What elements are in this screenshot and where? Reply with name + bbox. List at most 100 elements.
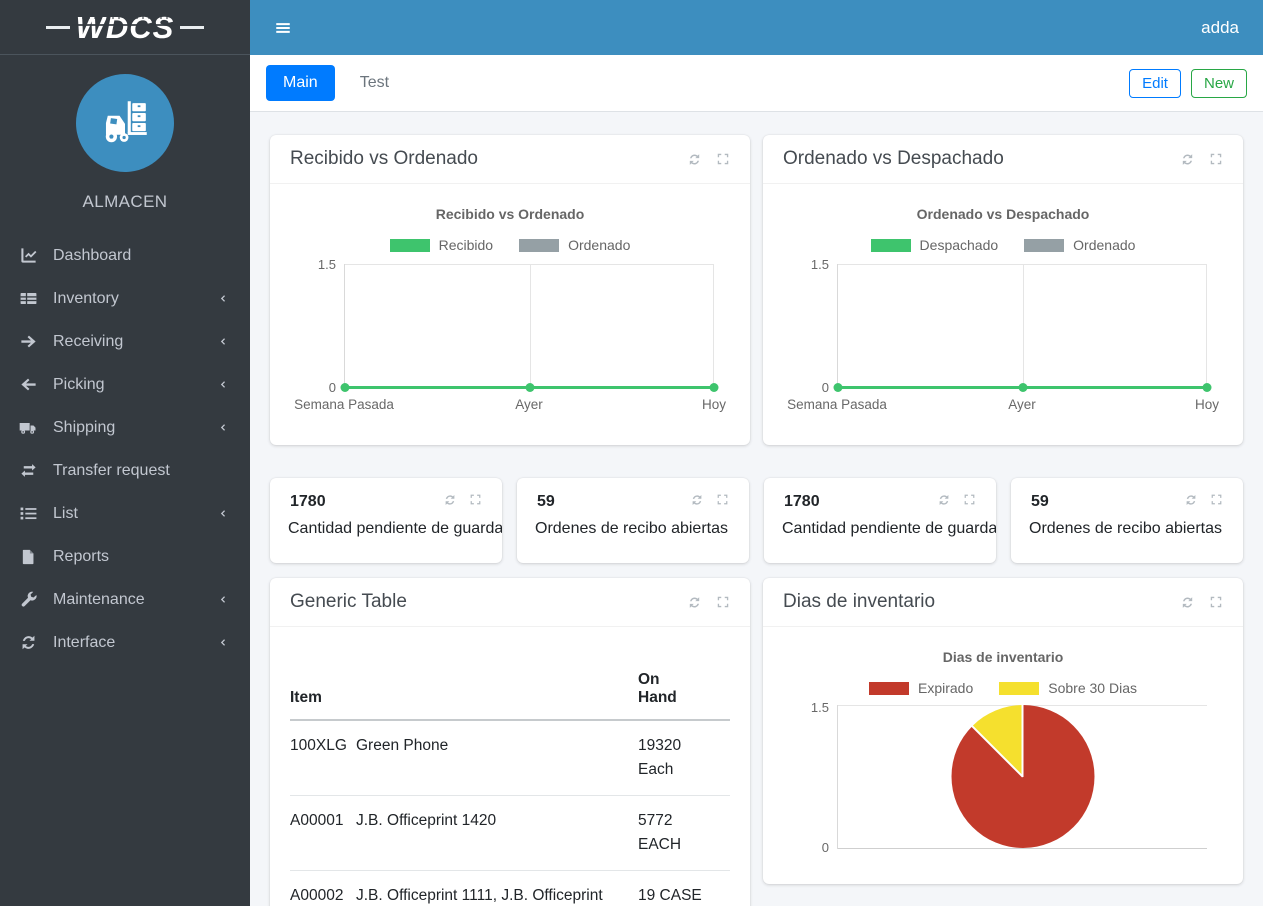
- expand-button[interactable]: [716, 152, 730, 167]
- pie-slice-divider: [971, 725, 1024, 778]
- panel-ordenado-vs-despachado: Ordenado vs Despachado Ordenado vs Despa…: [763, 135, 1243, 445]
- sidebar-item-label: Receiving: [53, 332, 124, 350]
- y-axis-tick: 1.5: [810, 257, 829, 272]
- stat-card-pending-2: 1780 Cantidad pendiente de guardar: [764, 478, 996, 563]
- stat-card-open-orders-1: 59 Ordenes de recibo abiertas: [517, 478, 749, 563]
- profile-name: ALMACEN: [82, 192, 168, 211]
- sidebar-item-receiving[interactable]: Receiving: [8, 320, 242, 363]
- panel-dias-de-inventario: Dias de inventario Dias de inventario Ex…: [763, 578, 1243, 884]
- refresh-button[interactable]: [1184, 493, 1198, 507]
- refresh-button[interactable]: [937, 493, 951, 507]
- truck-icon: [16, 418, 40, 438]
- expand-button[interactable]: [716, 595, 730, 610]
- refresh-button[interactable]: [687, 152, 702, 167]
- sidebar-item-dashboard[interactable]: Dashboard: [8, 234, 242, 277]
- expand-button[interactable]: [963, 493, 976, 507]
- tab-bar: Main Test Edit New: [250, 55, 1263, 112]
- refresh-button[interactable]: [443, 493, 457, 507]
- table-row: A00001 J.B. Officeprint 1420 5772 EACH: [290, 795, 730, 872]
- sidebar-item-label: Dashboard: [53, 246, 132, 264]
- expand-button[interactable]: [716, 493, 729, 507]
- stat-label: Cantidad pendiente de guardar: [288, 520, 502, 537]
- legend-label: Ordenado: [1073, 237, 1136, 253]
- pie-chart: [951, 705, 1094, 848]
- chart-line-icon: [16, 246, 40, 265]
- user-menu[interactable]: adda: [1201, 17, 1239, 37]
- panel-title: Dias de inventario: [783, 591, 936, 612]
- data-point: [1202, 383, 1212, 392]
- sidebar-item-interface[interactable]: Interface: [8, 621, 242, 664]
- panel-tools: [1180, 152, 1223, 167]
- panel-header: Ordenado vs Despachado: [763, 135, 1243, 184]
- legend-label: Despachado: [919, 237, 999, 253]
- brand[interactable]: WDCS: [0, 0, 250, 55]
- stat-card-pending-1: 1780 Cantidad pendiente de guardar: [270, 478, 502, 563]
- chevron-left-icon: [217, 379, 228, 390]
- stat-label: Cantidad pendiente de guardar: [782, 520, 996, 537]
- column-header-description: [356, 641, 638, 721]
- y-axis-tick: 0: [821, 840, 829, 855]
- stat-header: 1780: [270, 478, 502, 511]
- sidebar-item-list[interactable]: List: [8, 492, 242, 535]
- sidebar-item-transfer-request[interactable]: Transfer request: [8, 449, 242, 492]
- expand-button[interactable]: [1210, 493, 1223, 507]
- x-axis-labels: Semana Pasada Ayer Hoy: [787, 397, 1219, 414]
- panel-header: Generic Table: [270, 578, 750, 627]
- tab-test[interactable]: Test: [343, 65, 406, 101]
- stat-header: 1780: [764, 478, 996, 511]
- panel-title: Ordenado vs Despachado: [783, 148, 1004, 169]
- panel-tools: [1184, 493, 1223, 507]
- chart-title: Dias de inventario: [942, 649, 1064, 665]
- gridline: [1022, 264, 1024, 388]
- chevron-left-icon: [217, 594, 228, 605]
- edit-button[interactable]: Edit: [1129, 68, 1181, 98]
- refresh-button[interactable]: [1180, 152, 1195, 167]
- menu-toggle-button[interactable]: [274, 19, 292, 37]
- sidebar-menu: Dashboard Inventory Receiving: [0, 226, 250, 664]
- legend-swatch: [1024, 238, 1065, 252]
- item-on-hand: 19 CASE: [638, 870, 730, 906]
- stat-value: 1780: [290, 493, 326, 510]
- legend-swatch: [519, 238, 560, 252]
- refresh-icon: [1182, 153, 1193, 165]
- refresh-button[interactable]: [687, 595, 702, 610]
- expand-icon: [964, 494, 975, 505]
- data-point: [833, 383, 843, 392]
- legend-swatch: [389, 238, 430, 252]
- refresh-button[interactable]: [690, 493, 704, 507]
- sidebar-item-label: Interface: [53, 633, 116, 651]
- stat-card-open-orders-2: 59 Ordenes de recibo abiertas: [1011, 478, 1243, 563]
- x-axis-tick: Ayer: [515, 397, 543, 412]
- panel-title: Recibido vs Ordenado: [290, 148, 478, 169]
- item-description: Green Phone: [356, 720, 638, 797]
- expand-button[interactable]: [469, 493, 482, 507]
- pie-slice-divider: [1021, 705, 1024, 777]
- item-description: J.B. Officeprint 1420: [356, 795, 638, 872]
- refresh-button[interactable]: [1180, 595, 1195, 610]
- legend-label: Sobre 30 Dias: [1048, 680, 1137, 696]
- expand-button[interactable]: [1209, 152, 1223, 167]
- tab-main[interactable]: Main: [266, 65, 335, 101]
- sidebar-item-maintenance[interactable]: Maintenance: [8, 578, 242, 621]
- sidebar-item-reports[interactable]: Reports: [8, 535, 242, 578]
- x-axis-tick: Ayer: [1008, 397, 1036, 412]
- legend-swatch: [870, 238, 911, 252]
- plot-area: [837, 705, 1207, 849]
- expand-button[interactable]: [1209, 595, 1223, 610]
- sidebar-item-inventory[interactable]: Inventory: [8, 277, 242, 320]
- column-header-item: Item: [290, 641, 356, 721]
- x-axis-tick: Semana Pasada: [787, 397, 887, 412]
- sidebar-item-shipping[interactable]: Shipping: [8, 406, 242, 449]
- chevron-left-icon: [217, 637, 228, 648]
- refresh-icon: [689, 153, 700, 165]
- line-chart: 1.5 0 Semana Pasada: [787, 257, 1219, 414]
- forklift-icon: [105, 101, 147, 143]
- sidebar-item-picking[interactable]: Picking: [8, 363, 242, 406]
- brand-line-left: [45, 25, 70, 29]
- legend-label: Ordenado: [568, 237, 631, 253]
- panel-recibido-vs-ordenado: Recibido vs Ordenado Recibido vs Ordenad…: [270, 135, 750, 445]
- expand-icon: [1210, 153, 1222, 164]
- brand-line-right: [180, 25, 205, 29]
- legend-swatch: [869, 681, 909, 695]
- new-button[interactable]: New: [1190, 68, 1247, 98]
